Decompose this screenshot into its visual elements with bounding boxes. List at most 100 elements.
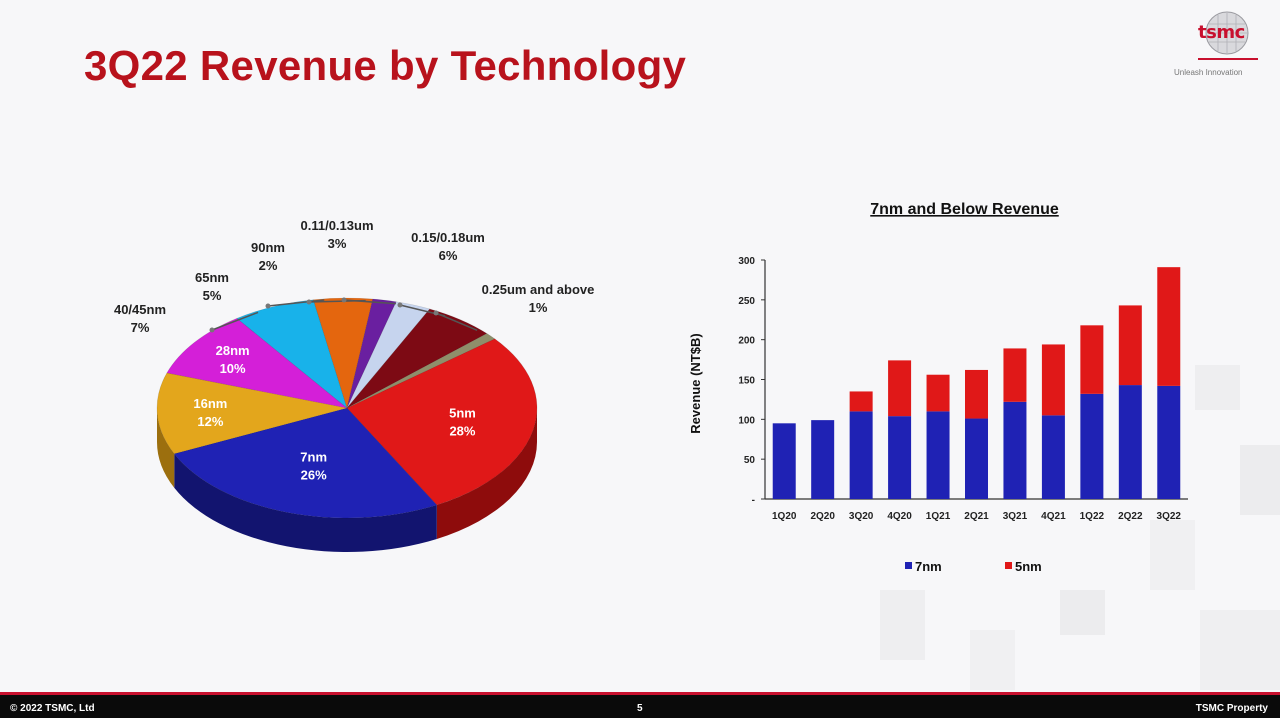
x-tick-label-1q20: 1Q20 bbox=[772, 511, 797, 522]
pie-leader-0-11-0-13um bbox=[343, 299, 396, 305]
bar-7nm-1q21 bbox=[926, 411, 950, 499]
y-tick-label: 250 bbox=[738, 296, 755, 307]
pie-pct-16nm: 12% bbox=[197, 414, 223, 429]
pie-label-7nm: 7nm bbox=[300, 449, 327, 464]
bar-7nm-3q21 bbox=[1003, 401, 1027, 499]
bar-7nm-1q22 bbox=[1080, 393, 1104, 499]
pie-slice-0-11-0-13um bbox=[346, 301, 431, 409]
legend-swatch-7nm bbox=[905, 562, 912, 569]
pie-labels: 5nm 28% 7nm 26% 16nm 12% 28nm 10% 40/45nm 7% 65nm 5… bbox=[114, 218, 594, 482]
pie-pct-5nm: 28% bbox=[449, 423, 475, 438]
bar-5nm-4q21 bbox=[1041, 344, 1065, 416]
bar-7nm-2q21 bbox=[965, 418, 988, 499]
bar-7nm-2q22 bbox=[1118, 385, 1142, 499]
x-tick-label-3q21: 3Q21 bbox=[1003, 511, 1028, 522]
y-tick-label: 50 bbox=[744, 455, 756, 466]
x-tick-label-3q20: 3Q20 bbox=[849, 511, 874, 522]
bar-chart-title: 7nm and Below Revenue bbox=[870, 201, 1059, 218]
bar-7nm-2q20 bbox=[811, 420, 835, 499]
tsmc-logo: tsmc Unleash Innovation bbox=[1168, 8, 1280, 88]
pie-label-5nm: 5nm bbox=[449, 405, 476, 420]
x-tick-label-3q22: 3Q22 bbox=[1157, 511, 1182, 522]
x-tick-label-2q22: 2Q22 bbox=[1118, 511, 1143, 522]
pie-label-90nm: 90nm bbox=[251, 240, 285, 255]
bar-5nm-2q21 bbox=[965, 369, 988, 419]
bar-7nm-3q22 bbox=[1157, 385, 1181, 499]
pie-label-40-45nm: 40/45nm bbox=[114, 302, 166, 317]
bar-7nm-3q20 bbox=[849, 411, 873, 499]
pie-slice-0-25um-and-above bbox=[346, 333, 496, 409]
logo-tagline: Unleash Innovation bbox=[1174, 68, 1243, 77]
bar-5nm-3q22 bbox=[1157, 267, 1181, 386]
y-tick-label: 300 bbox=[738, 256, 755, 267]
logo-wordmark: tsmc bbox=[1198, 22, 1245, 43]
pie-slice-16nm bbox=[156, 372, 348, 455]
bar-7nm-4q21 bbox=[1041, 415, 1065, 499]
bar-5nm-2q22 bbox=[1118, 305, 1142, 386]
bar-5nm-1q21 bbox=[926, 374, 950, 412]
pie-side-7nm bbox=[174, 453, 437, 552]
tsmc-logo-icon bbox=[1205, 11, 1249, 55]
pie-side-16nm bbox=[157, 408, 175, 488]
pie-leader-0-25um-and-above bbox=[435, 312, 478, 332]
pie-slice-0-15-0-18um bbox=[346, 308, 488, 409]
pie-pct-90nm: 2% bbox=[259, 258, 278, 273]
bar-7nm-1q20 bbox=[772, 423, 796, 499]
slide-title: 3Q22 Revenue by Technology bbox=[84, 42, 687, 89]
y-axis-label: Revenue (NT$B) bbox=[688, 333, 703, 433]
legend-label-7nm: 7nm bbox=[915, 559, 942, 574]
logo-underline bbox=[1198, 58, 1258, 60]
footer-property: TSMC Property bbox=[1195, 703, 1268, 714]
pie-label-16nm: 16nm bbox=[193, 396, 227, 411]
legend-swatch-5nm bbox=[1005, 562, 1012, 569]
bar-5nm-3q20 bbox=[849, 391, 873, 412]
y-tick-label: 100 bbox=[738, 415, 755, 426]
x-tick-label-4q20: 4Q20 bbox=[887, 511, 912, 522]
footer-page-number: 5 bbox=[637, 703, 643, 714]
pie-leader-dot-0-25um-and-above bbox=[433, 310, 439, 316]
x-tick-label-1q21: 1Q21 bbox=[926, 511, 951, 522]
pie-pct-40-45nm: 7% bbox=[131, 320, 150, 335]
pie-top bbox=[156, 297, 538, 519]
pie-pct-65nm: 5% bbox=[203, 288, 222, 303]
pie-pct-28nm: 10% bbox=[220, 361, 246, 376]
y-tick-label: 200 bbox=[738, 336, 755, 347]
pie-leader-dot-65nm bbox=[265, 303, 271, 309]
pie-slice-7nm bbox=[173, 407, 438, 519]
pie-side-5nm bbox=[436, 408, 537, 539]
x-tick-label-4q21: 4Q21 bbox=[1041, 511, 1066, 522]
bar-5nm-3q21 bbox=[1003, 348, 1027, 402]
pie-slice-5nm bbox=[346, 338, 538, 506]
pie-label-28nm: 28nm bbox=[216, 343, 250, 358]
pie-pct-7nm: 26% bbox=[301, 467, 327, 482]
bar-5nm-1q22 bbox=[1080, 325, 1104, 394]
pie-slice-90nm bbox=[346, 298, 397, 409]
footer-bar: © 2022 TSMC, Ltd 5 TSMC Property bbox=[0, 692, 1280, 718]
bar-5nm-4q20 bbox=[888, 360, 912, 417]
pie-side-walls bbox=[157, 408, 537, 552]
pie-leader-dot-90nm bbox=[306, 299, 312, 305]
pie-chart: 5nm 28% 7nm 26% 16nm 12% 28nm 10% 40/45nm 7% 65nm 5… bbox=[114, 218, 594, 552]
pie-leader-40-45nm bbox=[211, 311, 259, 331]
pie-pct-0-25um-and-above: 1% bbox=[529, 300, 548, 315]
pie-slice-28nm bbox=[166, 317, 348, 409]
pie-pct-0-15-0-18um: 6% bbox=[439, 248, 458, 263]
pie-slice-40-45nm bbox=[236, 299, 348, 409]
x-tick-label-1q22: 1Q22 bbox=[1080, 511, 1105, 522]
x-tick-label-2q21: 2Q21 bbox=[964, 511, 989, 522]
pie-leader-65nm bbox=[267, 299, 325, 307]
pie-label-0-11-0-13um: 0.11/0.13um bbox=[301, 218, 374, 233]
bar-7nm-4q20 bbox=[888, 416, 912, 499]
pie-label-65nm: 65nm bbox=[195, 270, 229, 285]
pie-pct-0-11-0-13um: 3% bbox=[328, 236, 347, 251]
pie-leader-dot-40-45nm bbox=[209, 327, 215, 333]
pie-leader-dot-0-11-0-13um bbox=[341, 297, 347, 303]
y-tick-label: 150 bbox=[738, 376, 755, 387]
pie-label-0-15-0-18um: 0.15/0.18um bbox=[411, 230, 485, 245]
footer-copyright: © 2022 TSMC, Ltd bbox=[10, 703, 95, 714]
legend-label-5nm: 5nm bbox=[1015, 559, 1042, 574]
y-tick-label: - bbox=[752, 495, 755, 506]
pie-label-0-25um-and-above: 0.25um and above bbox=[482, 282, 595, 297]
bar-chart: 7nm and Below Revenue Revenue (NT$B) - 50 10… bbox=[688, 201, 1188, 574]
x-tick-label-2q20: 2Q20 bbox=[810, 511, 835, 522]
